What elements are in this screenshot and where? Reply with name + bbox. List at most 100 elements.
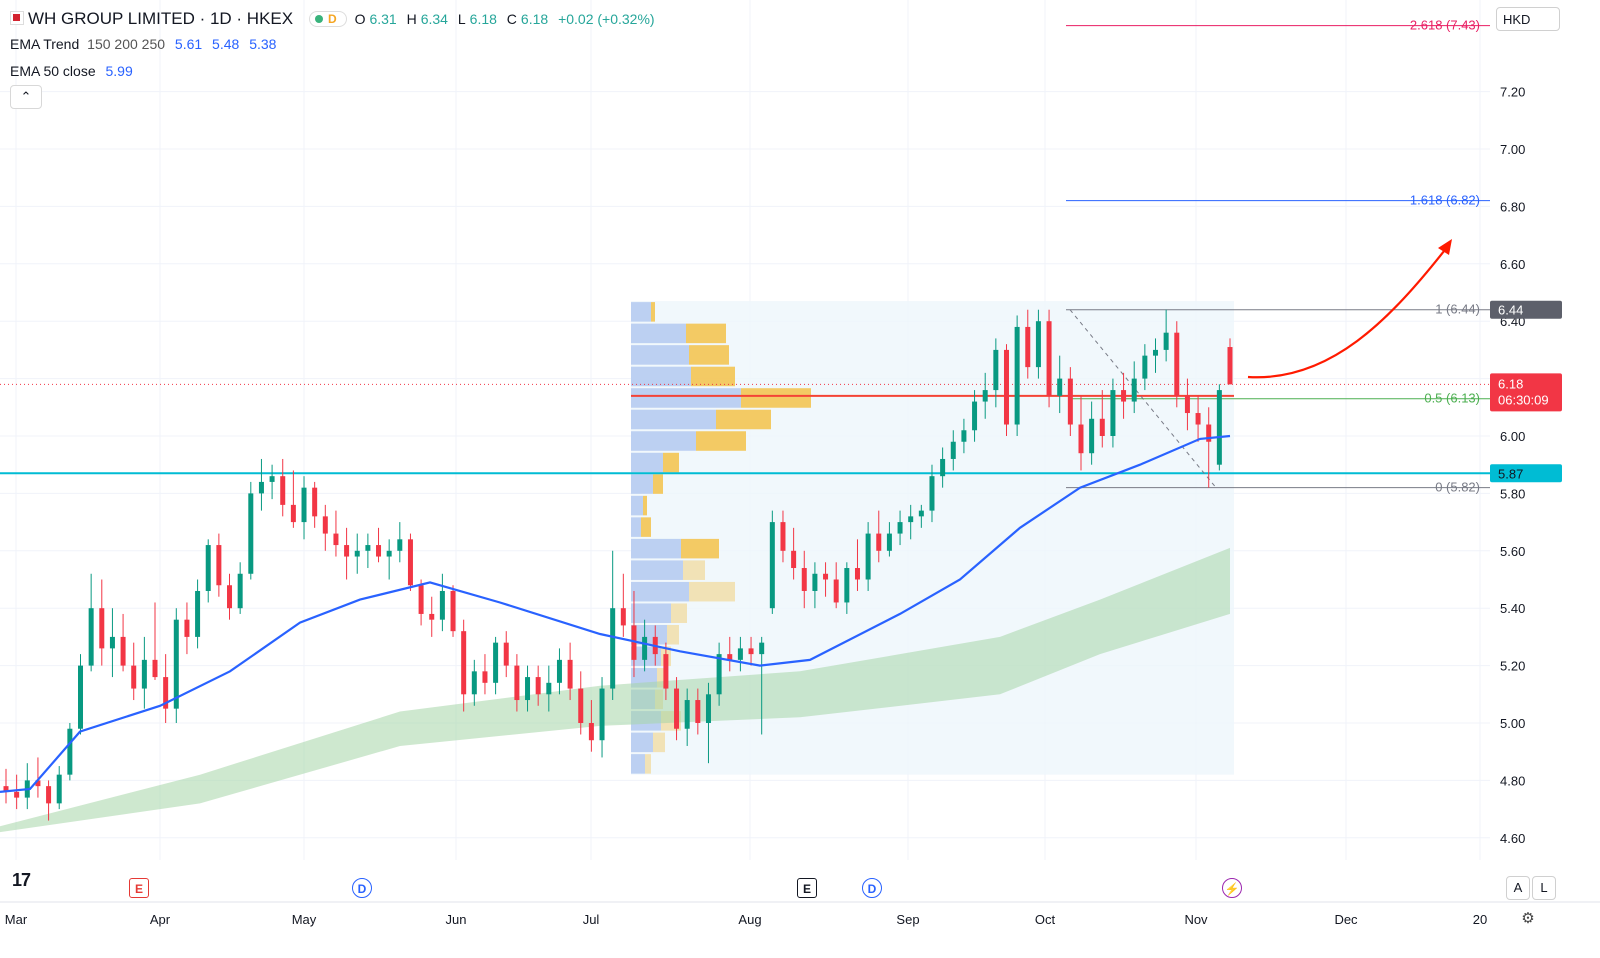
earnings-icon[interactable]: E bbox=[129, 878, 149, 898]
volume-profile-bar bbox=[641, 517, 651, 537]
time-axis-label: Nov bbox=[1184, 912, 1208, 927]
volume-profile-bar bbox=[657, 668, 667, 688]
candle-body bbox=[929, 476, 935, 511]
fib-level-label: 2.618 (7.43) bbox=[1410, 18, 1480, 33]
countdown-text: 06:30:09 bbox=[1498, 392, 1549, 407]
volume-profile-bar bbox=[631, 431, 696, 451]
volume-profile-bar bbox=[683, 560, 705, 580]
price-axis-tick: 6.00 bbox=[1500, 429, 1525, 444]
dividend-icon[interactable]: D bbox=[862, 878, 882, 898]
candle-body bbox=[876, 533, 882, 551]
volume-profile-bar bbox=[689, 345, 729, 365]
candle-body bbox=[844, 568, 850, 603]
price-axis-tick: 5.40 bbox=[1500, 601, 1525, 616]
price-axis-tick: 5.60 bbox=[1500, 544, 1525, 559]
candle-body bbox=[1174, 332, 1180, 396]
volume-profile-bar bbox=[631, 754, 645, 774]
time-axis-label: Sep bbox=[896, 912, 919, 927]
gear-icon[interactable]: ⚙ bbox=[1521, 910, 1535, 927]
candle-body bbox=[1057, 378, 1063, 396]
fib-level-label: 1.618 (6.82) bbox=[1410, 193, 1480, 208]
candle-body bbox=[663, 654, 669, 689]
auto-scale-button[interactable]: A bbox=[1506, 876, 1530, 900]
volume-profile-bar bbox=[716, 409, 771, 430]
candle-body bbox=[1046, 321, 1052, 396]
candle-body bbox=[503, 642, 509, 666]
open-value: 6.31 bbox=[369, 11, 397, 27]
candle-body bbox=[886, 533, 892, 551]
volume-profile-bar bbox=[631, 302, 651, 322]
fib-level-label: 0 (5.82) bbox=[1435, 480, 1480, 495]
candle-body bbox=[471, 671, 477, 695]
volume-profile-bar bbox=[631, 345, 689, 365]
dividend-icon[interactable]: D bbox=[352, 878, 372, 898]
candle-body bbox=[950, 441, 956, 459]
candle-body bbox=[184, 619, 190, 637]
collapse-legend-button[interactable]: ⌃ bbox=[10, 85, 42, 109]
earnings-icon[interactable]: E bbox=[797, 878, 817, 898]
candle-body bbox=[1035, 321, 1041, 368]
ema-trend-legend[interactable]: EMA Trend 150 200 250 5.61 5.48 5.38 bbox=[10, 36, 280, 52]
ema50-line bbox=[0, 434, 1231, 793]
candle-body bbox=[3, 786, 9, 792]
candle-body bbox=[578, 688, 584, 723]
volume-profile-bar bbox=[631, 603, 671, 623]
tradingview-logo[interactable]: 17 bbox=[12, 870, 31, 890]
candle-body bbox=[940, 458, 946, 477]
candle-body bbox=[759, 642, 765, 655]
candle-body bbox=[461, 631, 467, 695]
volume-profile-bar bbox=[631, 452, 663, 473]
lightning-icon[interactable]: ⚡ bbox=[1222, 878, 1242, 898]
high-price-tag-text: 6.44 bbox=[1498, 303, 1523, 318]
volume-profile-bar bbox=[631, 624, 667, 645]
candle-body bbox=[258, 481, 264, 494]
candle-body bbox=[1184, 395, 1190, 414]
symbol-title[interactable]: WH GROUP LIMITED · 1D · HKEX bbox=[28, 9, 294, 28]
candle-body bbox=[365, 545, 371, 551]
candle-body bbox=[482, 671, 488, 683]
candle-body bbox=[556, 659, 562, 683]
price-axis[interactable] bbox=[1490, 0, 1600, 900]
candle-body bbox=[684, 700, 690, 729]
candle-body bbox=[620, 608, 626, 626]
candle-body bbox=[695, 700, 701, 723]
candle-body bbox=[14, 791, 20, 798]
volume-profile-bar bbox=[631, 732, 653, 753]
volume-profile-bar bbox=[643, 495, 647, 516]
candle-body bbox=[1025, 326, 1031, 368]
candle-body bbox=[376, 545, 382, 557]
change-value: +0.02 (+0.32%) bbox=[558, 11, 655, 27]
candle-body bbox=[1121, 390, 1127, 402]
candle-body bbox=[88, 608, 94, 666]
fib-trend-line[interactable] bbox=[1069, 309, 1217, 488]
projection-arrow[interactable] bbox=[1247, 245, 1449, 379]
last-price-tag bbox=[1490, 373, 1562, 412]
currency-button[interactable]: HKD bbox=[1496, 7, 1560, 31]
candle-body bbox=[354, 550, 360, 557]
candle-body bbox=[737, 648, 743, 660]
price-axis-tick: 7.20 bbox=[1500, 85, 1525, 100]
market-status-badge[interactable]: D bbox=[309, 11, 347, 27]
candle-body bbox=[918, 510, 924, 517]
candle-body bbox=[1227, 347, 1233, 385]
candle-body bbox=[1110, 390, 1116, 436]
candle-body bbox=[1216, 390, 1222, 465]
volume-profile-bar bbox=[631, 409, 716, 430]
low-value: 6.18 bbox=[469, 11, 497, 27]
volume-profile-bar bbox=[741, 388, 811, 408]
log-scale-button[interactable]: L bbox=[1532, 876, 1556, 900]
candle-body bbox=[588, 723, 594, 741]
ema50-legend[interactable]: EMA 50 close 5.99 bbox=[10, 63, 137, 79]
candle-body bbox=[35, 780, 41, 787]
candle-body bbox=[769, 522, 775, 609]
candle-body bbox=[493, 642, 499, 683]
candle-body bbox=[429, 613, 435, 620]
candle-body bbox=[727, 654, 733, 660]
volume-profile-bar bbox=[631, 474, 653, 494]
candle-body bbox=[610, 608, 616, 689]
candle-body bbox=[567, 659, 573, 689]
candle-body bbox=[301, 487, 307, 523]
candle-body bbox=[525, 677, 531, 701]
volume-profile-bar bbox=[631, 495, 643, 516]
